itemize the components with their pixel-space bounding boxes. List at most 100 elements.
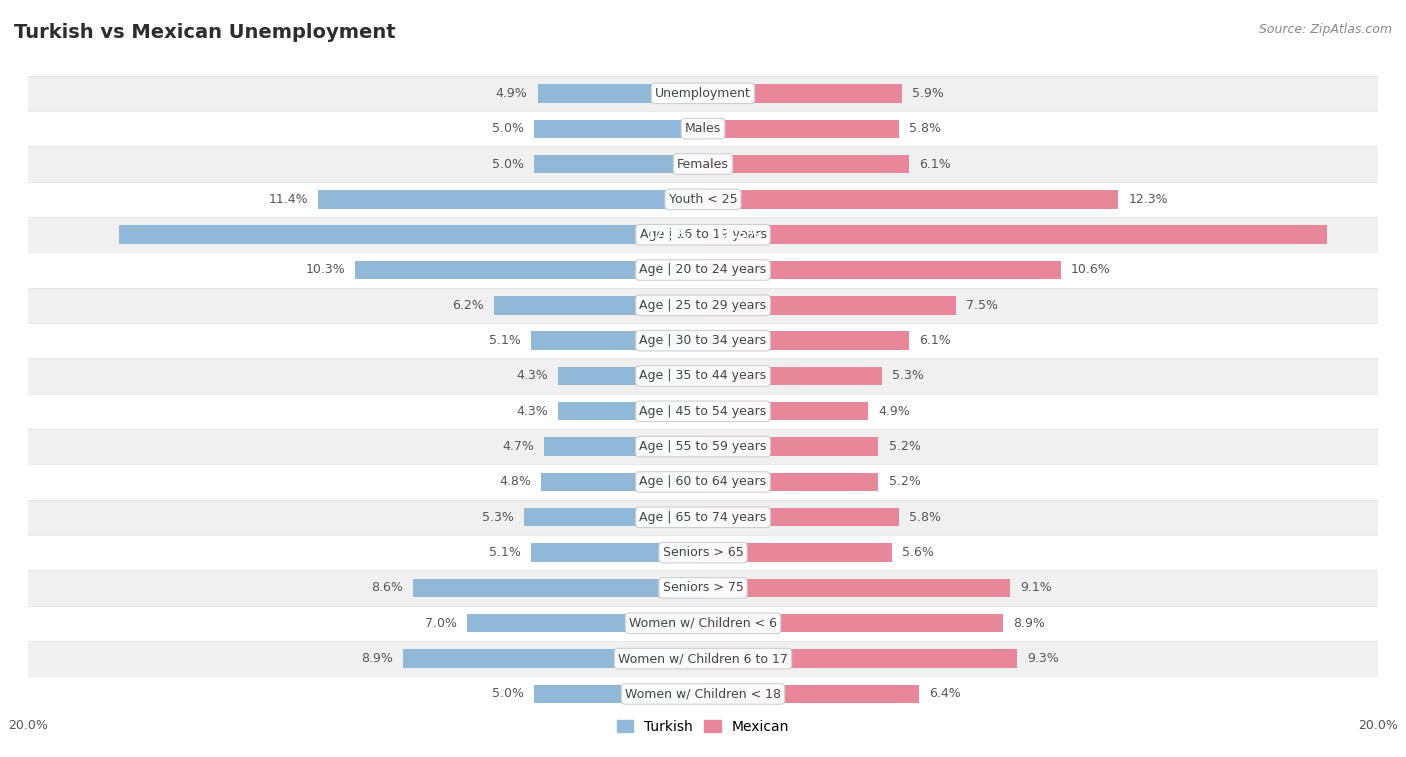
Bar	[703, 332, 908, 350]
Bar	[703, 402, 869, 420]
Bar	[703, 296, 956, 314]
Bar	[28, 182, 1378, 217]
Text: 9.1%: 9.1%	[1021, 581, 1052, 594]
Text: 7.0%: 7.0%	[425, 617, 457, 630]
Bar	[703, 190, 1118, 208]
Text: 5.2%: 5.2%	[889, 475, 921, 488]
Bar	[28, 464, 1378, 500]
Text: 5.1%: 5.1%	[489, 334, 520, 347]
Text: Males: Males	[685, 122, 721, 136]
Bar	[703, 367, 882, 385]
Text: 5.0%: 5.0%	[492, 687, 524, 700]
Bar	[28, 217, 1378, 252]
Bar	[531, 332, 703, 350]
Bar	[541, 473, 703, 491]
Bar	[28, 146, 1378, 182]
Text: 4.9%: 4.9%	[496, 87, 527, 100]
Bar	[703, 508, 898, 526]
Text: 11.4%: 11.4%	[269, 193, 308, 206]
Bar	[537, 84, 703, 102]
Text: Age | 55 to 59 years: Age | 55 to 59 years	[640, 440, 766, 453]
Bar	[703, 84, 903, 102]
Text: Seniors > 65: Seniors > 65	[662, 546, 744, 559]
Text: Age | 45 to 54 years: Age | 45 to 54 years	[640, 405, 766, 418]
Text: 5.0%: 5.0%	[492, 122, 524, 136]
Bar	[356, 261, 703, 279]
Bar	[544, 438, 703, 456]
Text: Women w/ Children < 6: Women w/ Children < 6	[628, 617, 778, 630]
Bar	[703, 473, 879, 491]
Text: 4.3%: 4.3%	[516, 369, 548, 382]
Text: Age | 16 to 19 years: Age | 16 to 19 years	[640, 228, 766, 241]
Bar	[703, 226, 1327, 244]
Text: Age | 30 to 34 years: Age | 30 to 34 years	[640, 334, 766, 347]
Bar	[467, 614, 703, 632]
Bar	[28, 535, 1378, 570]
Text: Age | 20 to 24 years: Age | 20 to 24 years	[640, 263, 766, 276]
Text: Source: ZipAtlas.com: Source: ZipAtlas.com	[1258, 23, 1392, 36]
Bar	[524, 508, 703, 526]
Text: Seniors > 75: Seniors > 75	[662, 581, 744, 594]
Bar	[703, 614, 1004, 632]
Text: Women w/ Children 6 to 17: Women w/ Children 6 to 17	[619, 652, 787, 665]
Text: 10.6%: 10.6%	[1071, 263, 1111, 276]
Bar	[28, 429, 1378, 464]
Text: Age | 35 to 44 years: Age | 35 to 44 years	[640, 369, 766, 382]
Bar	[28, 676, 1378, 712]
Text: 5.8%: 5.8%	[908, 511, 941, 524]
Text: 4.7%: 4.7%	[502, 440, 534, 453]
Text: 6.1%: 6.1%	[920, 157, 950, 170]
Text: Youth < 25: Youth < 25	[669, 193, 737, 206]
Text: 4.3%: 4.3%	[516, 405, 548, 418]
Bar	[534, 120, 703, 138]
Text: 5.6%: 5.6%	[903, 546, 934, 559]
Bar	[28, 394, 1378, 429]
Bar	[28, 606, 1378, 641]
Text: 6.4%: 6.4%	[929, 687, 960, 700]
Bar	[703, 120, 898, 138]
Text: 8.9%: 8.9%	[361, 652, 392, 665]
Bar	[534, 155, 703, 173]
Bar	[28, 570, 1378, 606]
Text: 5.8%: 5.8%	[908, 122, 941, 136]
Bar	[494, 296, 703, 314]
Bar	[531, 544, 703, 562]
Text: Unemployment: Unemployment	[655, 87, 751, 100]
Text: Turkish vs Mexican Unemployment: Turkish vs Mexican Unemployment	[14, 23, 395, 42]
Bar	[28, 111, 1378, 146]
Bar	[318, 190, 703, 208]
Text: 5.2%: 5.2%	[889, 440, 921, 453]
Bar	[28, 323, 1378, 358]
Text: Females: Females	[678, 157, 728, 170]
Bar	[28, 358, 1378, 394]
Legend: Turkish, Mexican: Turkish, Mexican	[612, 715, 794, 740]
Bar	[703, 155, 908, 173]
Text: 5.3%: 5.3%	[482, 511, 515, 524]
Bar	[402, 650, 703, 668]
Bar	[28, 288, 1378, 323]
Text: 4.8%: 4.8%	[499, 475, 531, 488]
Bar	[28, 641, 1378, 676]
Text: 5.9%: 5.9%	[912, 87, 943, 100]
Text: 10.3%: 10.3%	[305, 263, 346, 276]
Text: 5.3%: 5.3%	[891, 369, 924, 382]
Text: 6.2%: 6.2%	[451, 299, 484, 312]
Text: Age | 60 to 64 years: Age | 60 to 64 years	[640, 475, 766, 488]
Bar	[28, 76, 1378, 111]
Bar	[558, 402, 703, 420]
Bar	[28, 500, 1378, 535]
Text: 5.1%: 5.1%	[489, 546, 520, 559]
Text: Age | 65 to 74 years: Age | 65 to 74 years	[640, 511, 766, 524]
Text: 8.6%: 8.6%	[371, 581, 402, 594]
Text: 17.3%: 17.3%	[647, 228, 689, 241]
Bar	[534, 685, 703, 703]
Text: 5.0%: 5.0%	[492, 157, 524, 170]
Bar	[703, 544, 891, 562]
Bar	[413, 579, 703, 597]
Bar	[558, 367, 703, 385]
Bar	[703, 685, 920, 703]
Bar	[703, 579, 1010, 597]
Bar	[703, 261, 1060, 279]
Text: 12.3%: 12.3%	[1128, 193, 1168, 206]
Bar	[120, 226, 703, 244]
